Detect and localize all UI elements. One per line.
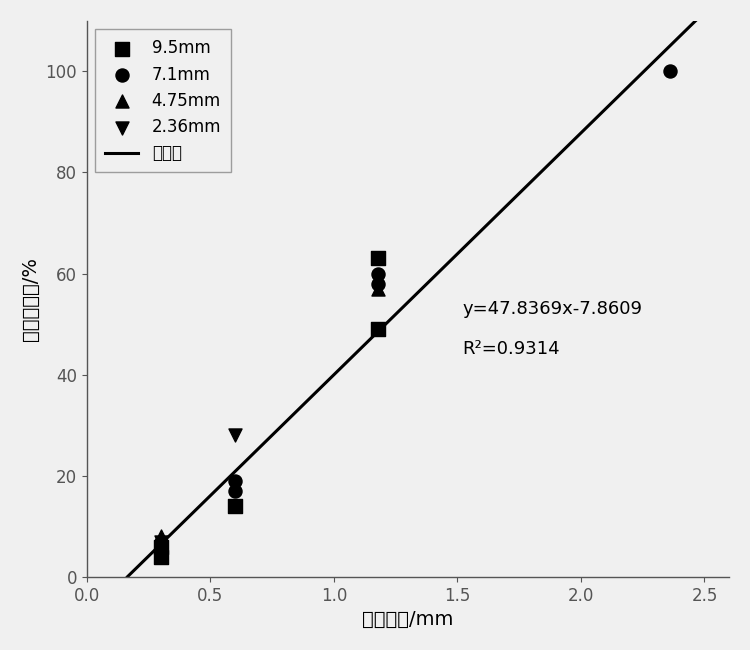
9.5mm (154, 551, 166, 562)
拟合线 (462, 241, 471, 249)
9.5mm (154, 541, 166, 552)
7.1mm (664, 66, 676, 77)
7.1mm (372, 278, 384, 289)
9.5mm (229, 501, 241, 512)
X-axis label: 筛孔尺寸/mm: 筛孔尺寸/mm (362, 610, 454, 629)
Y-axis label: 通过百分率/%: 通过百分率/% (21, 257, 40, 341)
拟合线 (460, 243, 470, 251)
Text: R²=0.9314: R²=0.9314 (462, 341, 560, 358)
7.1mm (372, 268, 384, 279)
Legend: 9.5mm, 7.1mm, 4.75mm, 2.36mm, 拟合线: 9.5mm, 7.1mm, 4.75mm, 2.36mm, 拟合线 (95, 29, 231, 172)
7.1mm (229, 486, 241, 496)
2.36mm (154, 536, 166, 547)
7.1mm (229, 476, 241, 486)
拟合线 (125, 571, 134, 578)
9.5mm (372, 324, 384, 334)
Text: y=47.8369x-7.8609: y=47.8369x-7.8609 (462, 300, 642, 318)
拟合线 (692, 16, 701, 23)
拟合线 (603, 103, 612, 111)
4.75mm (154, 531, 166, 541)
Line: 拟合线: 拟合线 (128, 20, 697, 577)
拟合线 (639, 68, 648, 75)
拟合线 (123, 573, 132, 580)
2.36mm (229, 430, 241, 441)
9.5mm (372, 254, 384, 264)
4.75mm (372, 283, 384, 294)
拟合线 (472, 231, 481, 239)
7.1mm (154, 536, 166, 547)
